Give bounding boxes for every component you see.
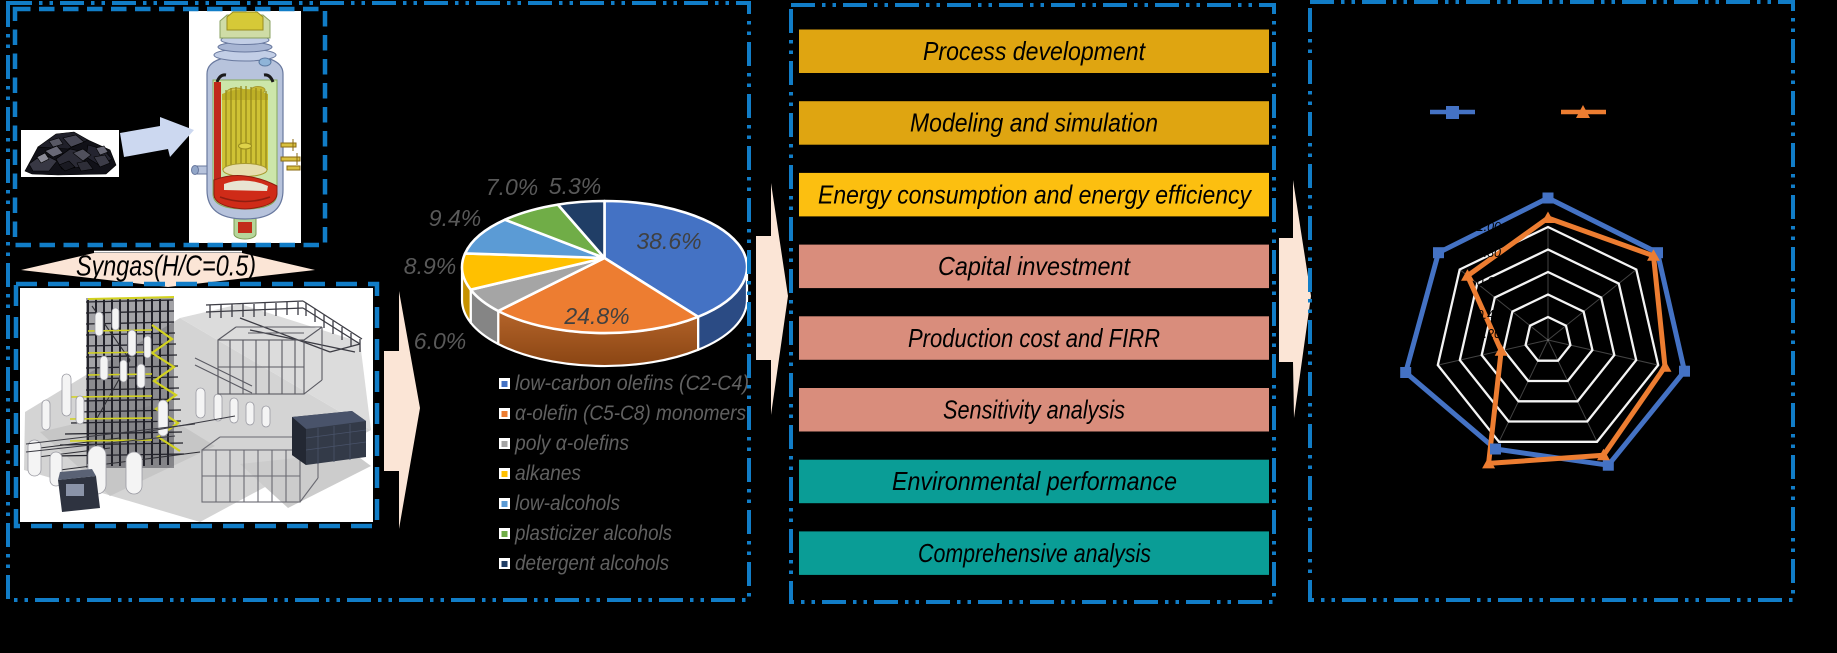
svg-text:poly α-olefins: poly α-olefins bbox=[514, 432, 629, 455]
svg-text:low-alcohols: low-alcohols bbox=[515, 492, 620, 515]
svg-text:detergent alcohols: detergent alcohols bbox=[515, 552, 669, 575]
svg-text:7.0%: 7.0% bbox=[486, 174, 538, 200]
svg-text:low-carbon olefins (C2-C4): low-carbon olefins (C2-C4) bbox=[515, 372, 749, 395]
svg-text:0.60: 0.60 bbox=[1477, 275, 1501, 289]
svg-text:Environmental performance: Environmental performance bbox=[892, 466, 1177, 496]
svg-text:Comprehensive analysis: Comprehensive analysis bbox=[918, 538, 1151, 568]
svg-text:0.20: 0.20 bbox=[1477, 327, 1501, 341]
svg-text:Production cost and FIRR: Production cost and FIRR bbox=[908, 323, 1160, 353]
svg-text:8.9%: 8.9% bbox=[404, 253, 456, 279]
svg-text:α-olefin (C5-C8) monomers: α-olefin (C5-C8) monomers bbox=[515, 402, 746, 425]
svg-text:Capital investment: Capital investment bbox=[938, 251, 1132, 281]
svg-text:Syngas(H/C=0.5): Syngas(H/C=0.5) bbox=[76, 251, 256, 283]
svg-text:Modeling and simulation: Modeling and simulation bbox=[910, 108, 1158, 138]
svg-text:Energy consumption and energy: Energy consumption and energy efficiency bbox=[818, 179, 1253, 209]
svg-text:5.3%: 5.3% bbox=[549, 173, 601, 199]
svg-text:24.8%: 24.8% bbox=[563, 303, 629, 329]
svg-text:0.80: 0.80 bbox=[1477, 246, 1501, 260]
svg-text:Sensitivity analysis: Sensitivity analysis bbox=[943, 395, 1125, 425]
svg-text:Process development: Process development bbox=[923, 36, 1147, 66]
svg-text:9.4%: 9.4% bbox=[429, 205, 481, 231]
svg-text:6.0%: 6.0% bbox=[414, 328, 466, 354]
svg-text:38.6%: 38.6% bbox=[636, 228, 701, 254]
svg-text:0.40: 0.40 bbox=[1477, 308, 1501, 322]
svg-text:alkanes: alkanes bbox=[515, 462, 581, 485]
svg-text:1.00: 1.00 bbox=[1477, 220, 1501, 234]
svg-text:plasticizer alcohols: plasticizer alcohols bbox=[514, 522, 672, 545]
